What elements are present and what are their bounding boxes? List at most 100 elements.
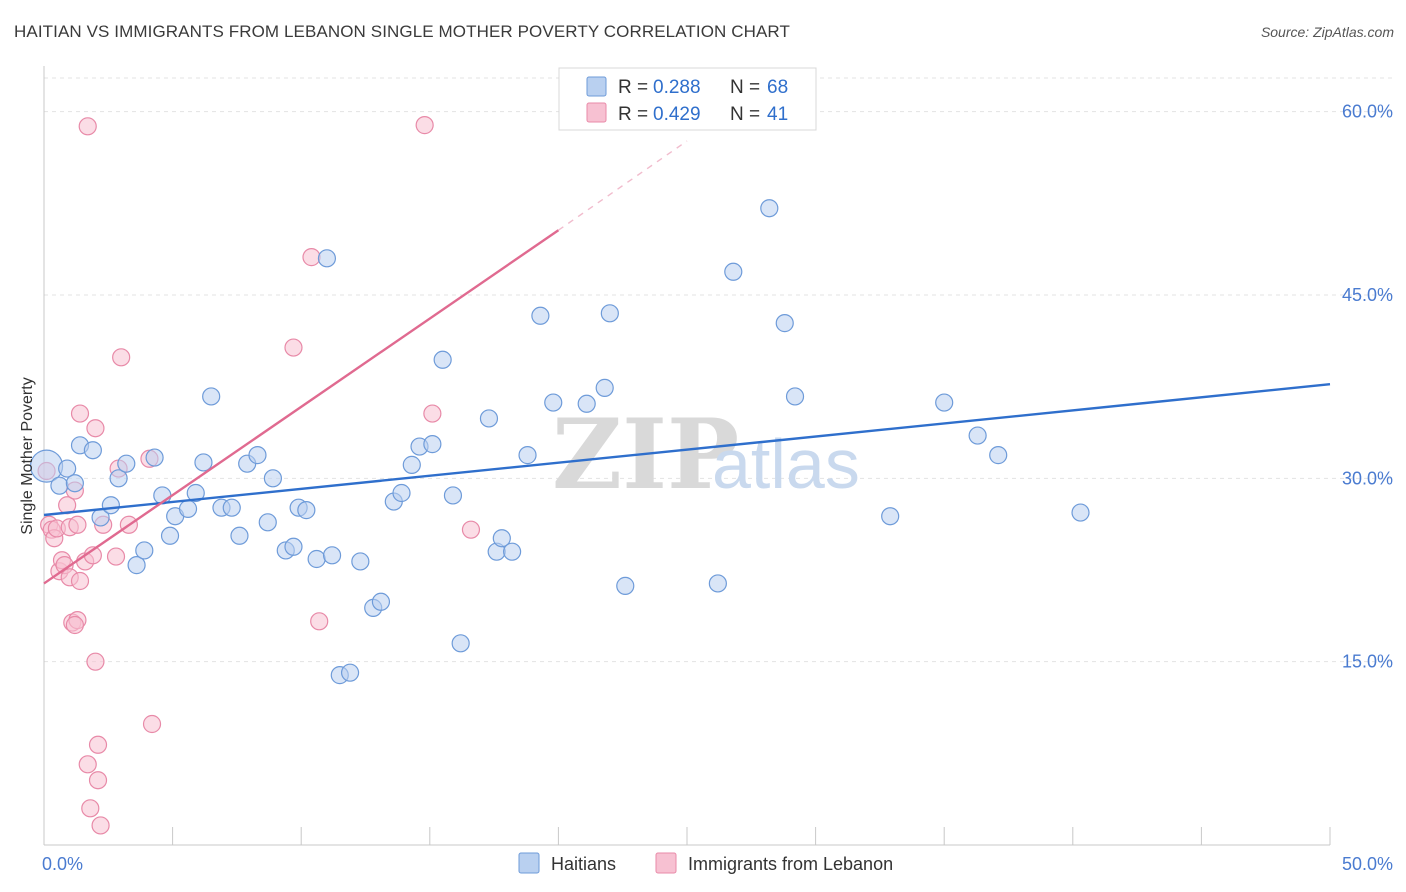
watermark-atlas: atlas [712,425,860,503]
point-haitians [479,409,499,428]
point-haitians [178,499,198,518]
point-haitians [760,199,779,218]
point-haitians [117,454,136,473]
y-tick-label: 30.0% [1342,468,1393,488]
point-haitians [371,592,391,611]
point-lebanon [310,612,329,631]
point-haitians [248,446,267,465]
series-lebanon-points [37,116,481,835]
trendline-lebanon-extension [558,140,688,231]
stats-n-label-haitians: N = [730,77,760,98]
stats-n-value-lebanon: 41 [767,104,788,125]
point-lebanon [106,547,126,566]
point-haitians [392,483,411,503]
point-lebanon [68,515,87,534]
point-haitians [935,393,954,412]
point-lebanon [70,404,90,423]
point-haitians [968,426,987,445]
x-tick-label: 50.0% [1342,854,1393,874]
point-haitians [160,526,180,545]
point-haitians [340,663,360,682]
point-haitians [600,304,619,323]
point-haitians [402,455,421,474]
point-haitians [58,459,77,478]
point-haitians [724,262,743,281]
point-haitians [145,448,164,467]
legend-label-lebanon: Immigrants from Lebanon [688,854,893,874]
point-haitians [531,306,550,325]
point-haitians [595,378,614,397]
point-lebanon [65,615,84,635]
stats-swatch-lebanon [586,102,607,123]
point-haitians [101,496,120,515]
point-haitians [186,483,205,503]
point-haitians [230,526,249,545]
point-haitians [443,486,463,505]
point-lebanon [88,735,108,754]
point-lebanon [91,816,110,835]
point-lebanon [78,755,97,774]
point-haitians [297,501,316,520]
point-haitians [433,350,452,369]
point-haitians [65,474,84,493]
point-haitians [881,507,900,526]
point-lebanon [86,652,105,671]
point-lebanon [415,116,434,135]
y-tick-label: 60.0% [1342,102,1393,122]
stats-box: R = 0.288 N = 68 R = 0.429 N = 41 [558,67,817,131]
stats-r-value-lebanon: 0.429 [653,104,701,125]
point-haitians [222,498,241,517]
point-lebanon [302,248,321,267]
point-haitians [503,542,522,561]
point-haitians [263,469,283,488]
y-axis-label: Single Mother Poverty [19,377,36,534]
point-lebanon [423,404,442,423]
point-haitians [127,556,146,575]
grid-lines [44,77,1392,663]
stats-r-value-haitians: 0.288 [653,77,701,98]
point-lebanon [88,771,108,790]
point-haitians [1071,503,1090,522]
trendline-lebanon [43,229,560,585]
point-haitians [785,387,805,406]
legend: Haitians Immigrants from Lebanon [518,852,893,874]
source-label: Source: ZipAtlas.com [1260,24,1394,40]
point-lebanon [461,520,481,539]
trendlines [43,140,1331,585]
point-haitians [577,394,596,413]
stats-swatch-haitians [586,76,607,97]
point-haitians [775,314,794,333]
point-haitians [307,549,326,569]
point-haitians [989,446,1008,465]
stats-r-label-haitians: R = [618,77,648,98]
point-haitians [544,393,563,412]
point-haitians [317,249,337,268]
point-haitians [351,552,370,571]
point-haitians [423,435,442,454]
point-haitians [83,441,102,460]
x-tick-label: 0.0% [42,854,83,874]
point-lebanon [142,714,162,734]
legend-swatch-lebanon [655,852,677,874]
point-haitians [322,546,342,565]
point-haitians [109,469,128,488]
point-haitians [518,446,537,465]
point-haitians [616,576,635,595]
point-haitians [194,453,213,472]
legend-swatch-haitians [518,852,540,874]
point-haitians [708,574,727,593]
point-haitians [492,529,511,548]
y-tick-label: 45.0% [1342,285,1393,305]
stats-n-value-haitians: 68 [767,77,788,98]
trendline-haitians [43,383,1331,517]
watermark: ZIP atlas [552,398,860,511]
point-lebanon [70,571,90,591]
tick-labels: 15.0% 30.0% 45.0% 60.0% 0.0% 50.0% [42,102,1393,874]
point-lebanon [284,338,303,357]
y-tick-label: 15.0% [1342,652,1393,672]
legend-label-haitians: Haitians [551,854,616,874]
point-haitians [202,387,221,406]
point-haitians [135,541,154,560]
point-haitians [258,513,277,532]
